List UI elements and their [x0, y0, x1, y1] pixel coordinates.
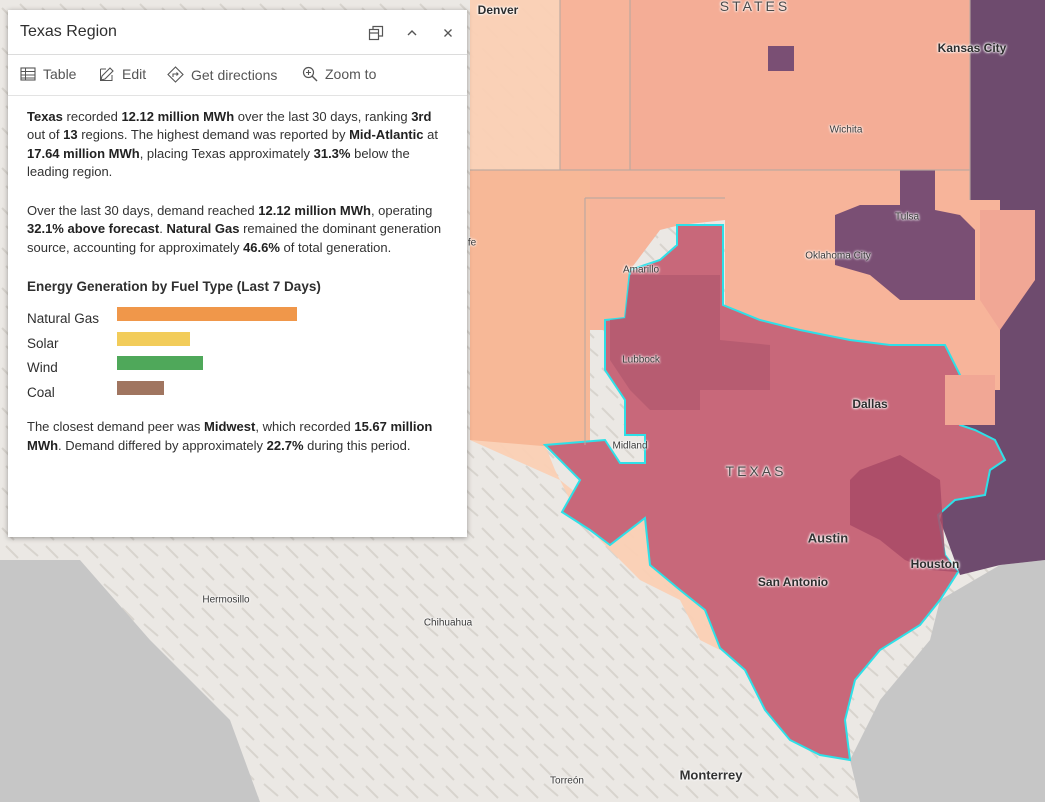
label-tulsa: Tulsa [894, 211, 920, 223]
get-directions-label: Get directions [191, 66, 278, 83]
label-partial-fe: fe [467, 237, 477, 249]
chart-row: Solar [27, 330, 448, 355]
bar-label: Solar [27, 335, 59, 351]
label-amarillo: Amarillo [622, 264, 660, 276]
label-hermosillo: Hermosillo [202, 594, 250, 606]
directions-icon [167, 66, 184, 83]
table-button[interactable]: Table [20, 66, 76, 82]
region-patch-kansas [768, 46, 794, 71]
label-dallas: Dallas [852, 397, 888, 411]
bar-label: Coal [27, 384, 55, 400]
feature-popup: Texas Region Table Edit Get directions Z… [8, 10, 467, 537]
chart-bars: Natural Gas Solar Wind Coal [27, 305, 448, 403]
popup-title: Texas Region [20, 23, 117, 40]
label-oklahoma-city: Oklahoma City [805, 250, 871, 262]
bar [117, 307, 297, 322]
region-west-2 [470, 170, 590, 450]
edit-icon [99, 66, 115, 82]
region-west [470, 0, 720, 650]
edit-label: Edit [122, 66, 147, 82]
texas-dark-east [850, 455, 958, 572]
chart-row: Wind [27, 354, 448, 379]
label-kansas-city: Kansas City [937, 41, 1007, 55]
close-icon[interactable] [437, 22, 459, 44]
bar [117, 331, 190, 346]
label-states: STATES [719, 0, 791, 14]
table-label: Table [43, 66, 77, 82]
label-houston: Houston [910, 557, 960, 571]
region-central-top [630, 0, 970, 170]
pacific-water [0, 560, 260, 802]
chart-title: Energy Generation by Fuel Type (Last 7 D… [27, 279, 321, 295]
get-directions-button[interactable]: Get directions [167, 66, 277, 83]
label-chihuahua: Chihuahua [423, 617, 473, 629]
state-borders [470, 0, 971, 445]
bar-label: Wind [27, 360, 58, 376]
edit-button[interactable]: Edit [99, 66, 146, 82]
label-san-antonio: San Antonio [757, 575, 829, 589]
region-east-patch [835, 170, 975, 300]
popup-header: Texas Region [8, 10, 467, 55]
chart-row: Coal [27, 379, 448, 404]
bar [117, 356, 203, 371]
label-torreon: Torreón [550, 775, 584, 787]
zoom-to-label: Zoom to [325, 66, 377, 82]
texas-light-block [945, 375, 995, 425]
forecast-paragraph: Over the last 30 days, demand reached 12… [27, 203, 442, 255]
popup-content: Texas recorded 12.12 million MWh over th… [8, 96, 467, 455]
texas-dark-north [610, 275, 770, 410]
label-denver: Denver [477, 3, 519, 17]
label-midland: Midland [612, 440, 648, 452]
label-monterrey: Monterrey [679, 767, 743, 783]
region-east-light [980, 210, 1035, 330]
dock-icon[interactable] [365, 22, 387, 44]
popup-action-bar: Table Edit Get directions Zoom to [8, 55, 467, 96]
label-lubbock: Lubbock [622, 354, 660, 366]
table-icon [20, 67, 36, 81]
bar-label: Natural Gas [27, 311, 100, 327]
chart-row: Natural Gas [27, 305, 448, 330]
bar [117, 380, 164, 395]
zoom-to-button[interactable]: Zoom to [302, 66, 376, 82]
gulf-water [850, 560, 1045, 802]
label-texas: TEXAS [725, 463, 787, 479]
zoom-to-icon [302, 66, 318, 82]
fuel-chart: Energy Generation by Fuel Type (Last 7 D… [27, 278, 448, 403]
collapse-chevron-icon[interactable] [401, 22, 423, 44]
summary-paragraph: Texas recorded 12.12 million MWh over th… [27, 109, 438, 179]
label-wichita: Wichita [829, 124, 863, 136]
peer-paragraph: The closest demand peer was Midwest, whi… [27, 419, 433, 453]
label-austin: Austin [807, 530, 849, 546]
